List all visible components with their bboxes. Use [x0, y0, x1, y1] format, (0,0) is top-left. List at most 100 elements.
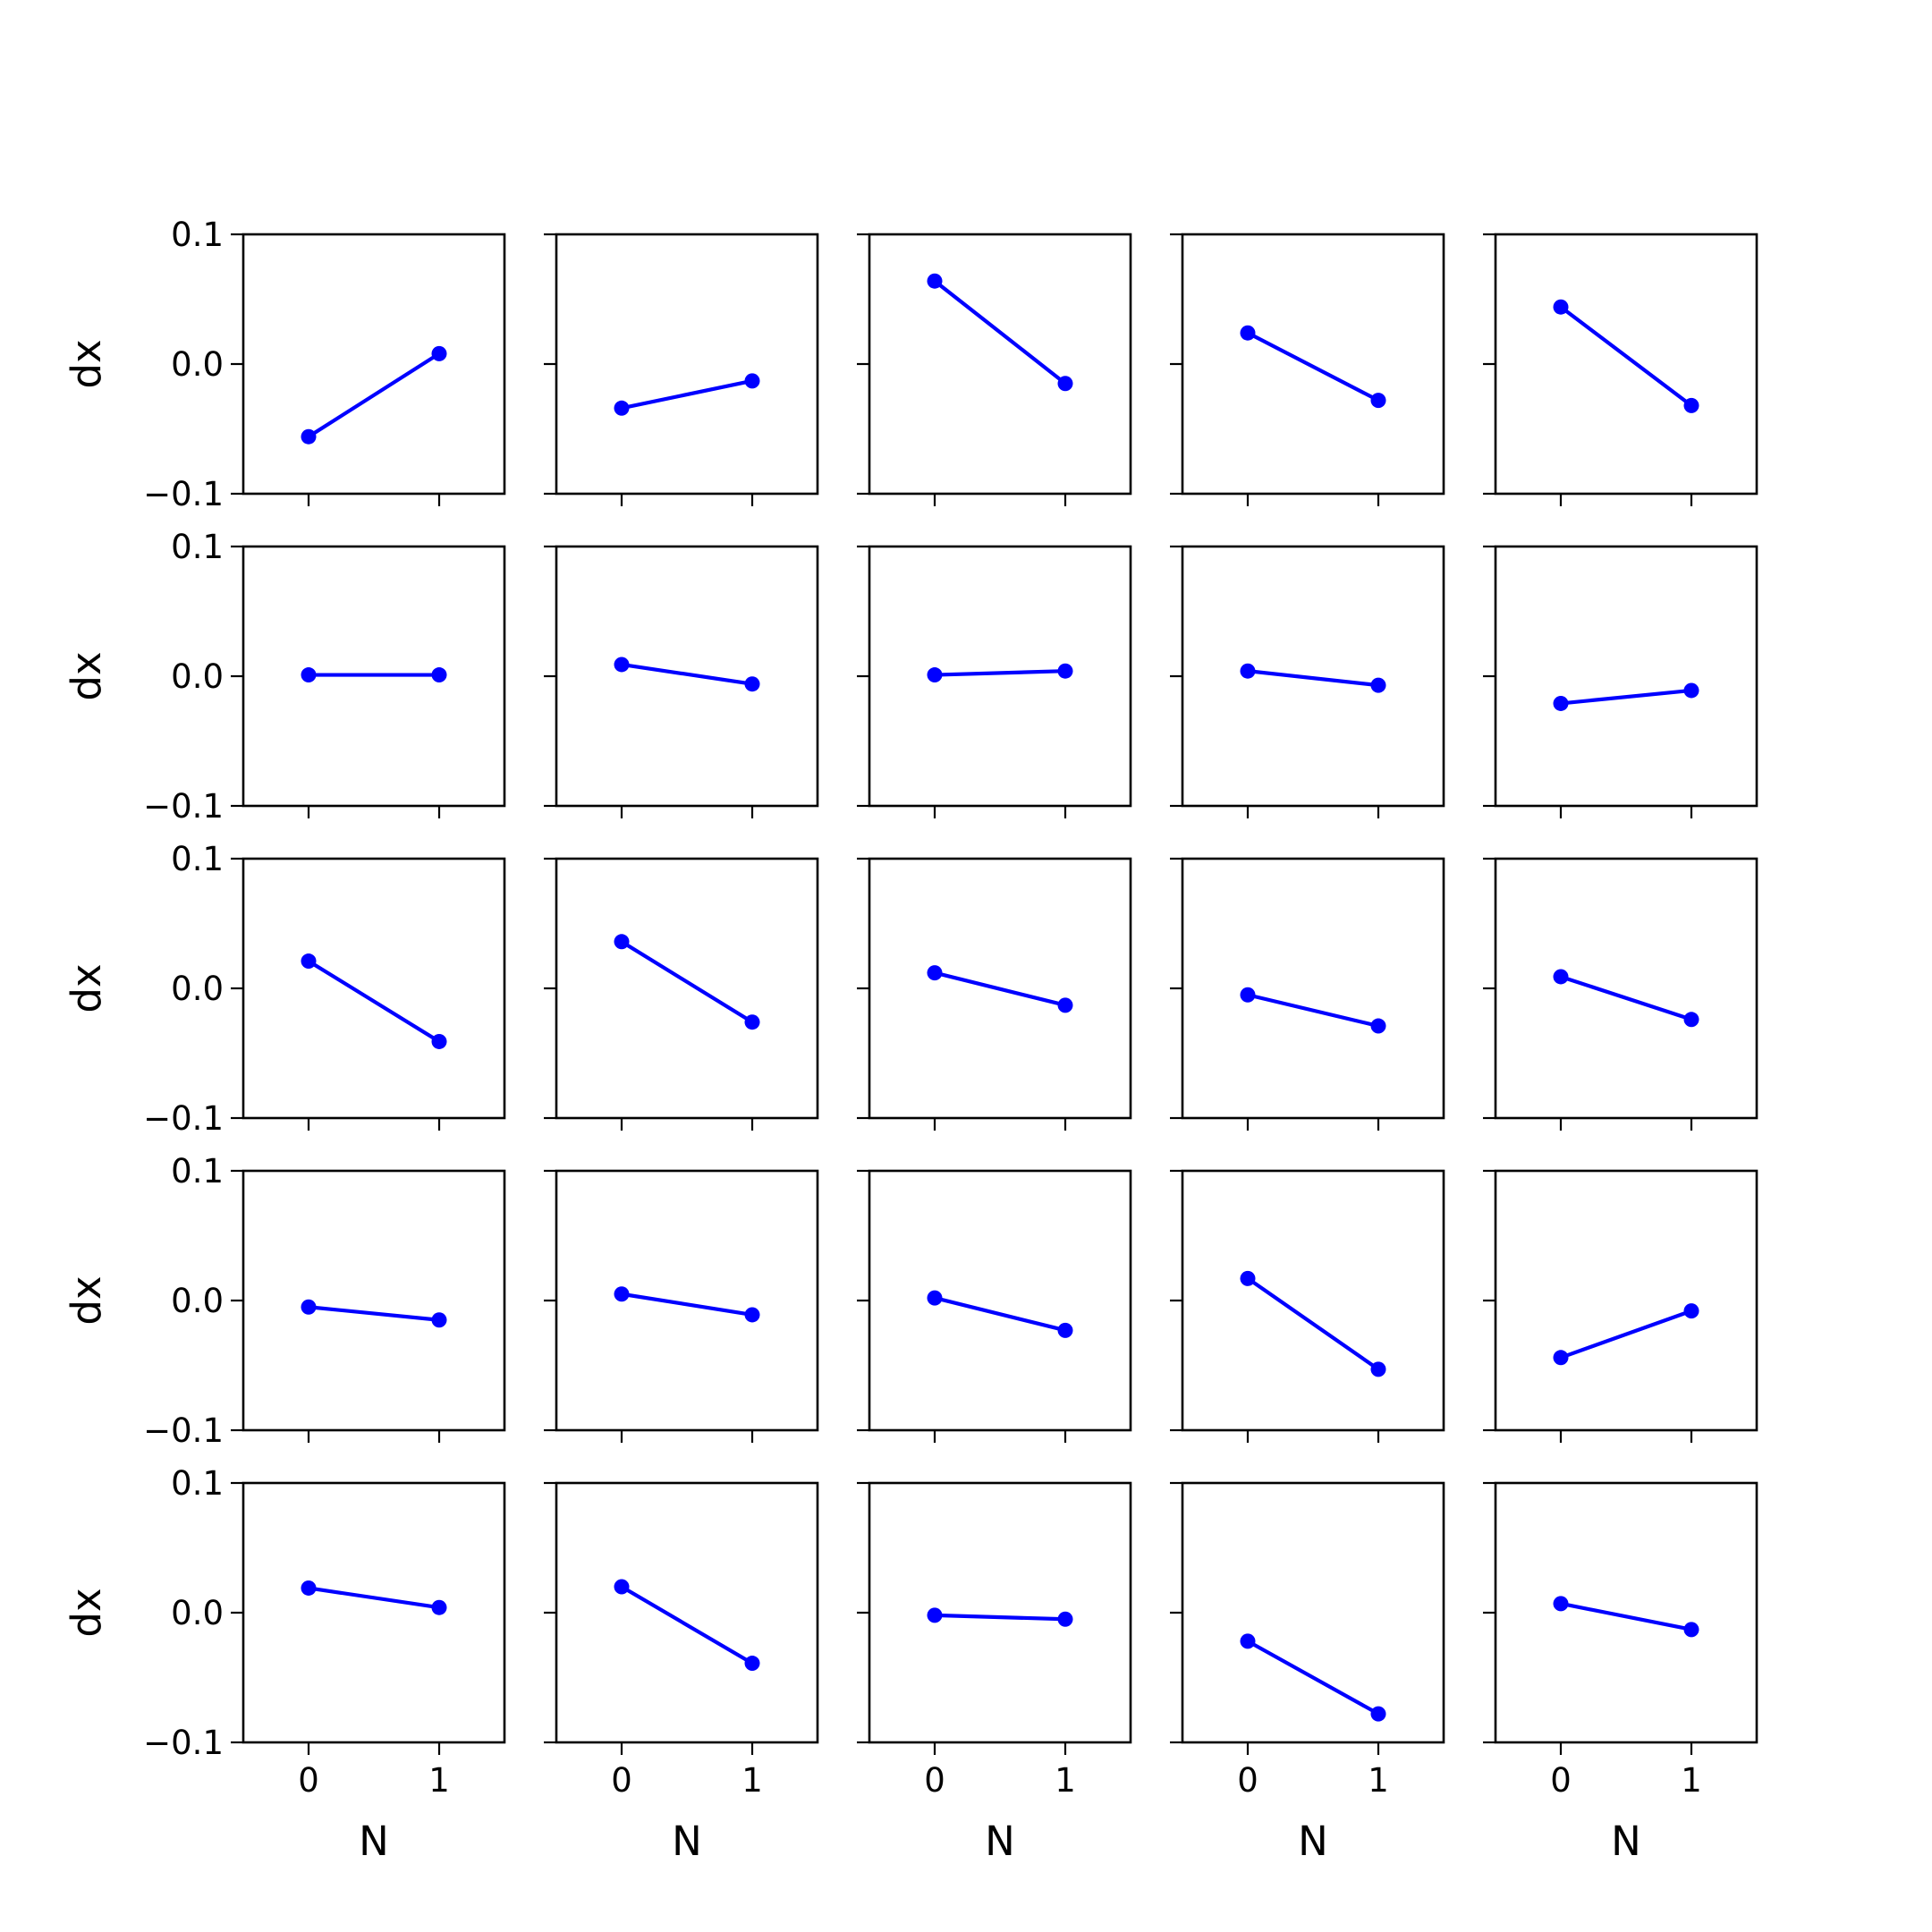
y-tick-label: 0.0 — [171, 1282, 224, 1320]
panel-r2-c2 — [544, 545, 819, 818]
x-axis-label: N — [359, 1818, 389, 1865]
y-tick-label: 0.1 — [171, 840, 224, 878]
panel-r5-c1: 0.1 0.0 −0.1 0 1 dx N — [63, 1464, 506, 1865]
y-axis-label: dx — [63, 1588, 110, 1637]
x-axis-label: N — [1298, 1818, 1328, 1865]
series-line — [933, 279, 1067, 386]
x-axis-label: N — [672, 1818, 702, 1865]
data-point — [1683, 682, 1699, 699]
y-axis-label: dx — [63, 339, 110, 388]
data-point — [1057, 997, 1073, 1013]
data-point — [1553, 1350, 1569, 1366]
x-tick-label: 0 — [611, 1761, 632, 1800]
panel-r2-c5 — [1483, 545, 1758, 818]
data-point — [431, 1312, 447, 1328]
data-point — [431, 1599, 447, 1615]
series-line — [621, 662, 753, 686]
panel-r1-c4 — [1170, 233, 1445, 506]
data-point — [1370, 393, 1386, 409]
series-line — [307, 352, 441, 438]
series-line — [1246, 1640, 1380, 1716]
data-point — [614, 657, 630, 673]
panel-r3-c4 — [1170, 857, 1445, 1131]
data-point — [614, 934, 630, 950]
panel-r3-c3 — [857, 857, 1132, 1131]
data-point — [744, 1307, 760, 1323]
data-point — [1370, 1018, 1386, 1034]
series-line — [620, 940, 754, 1024]
data-point — [927, 667, 943, 683]
y-tick-label: −0.1 — [143, 787, 224, 826]
data-point — [1683, 1622, 1699, 1638]
panel-r4-c4 — [1170, 1169, 1445, 1443]
series-line — [620, 1585, 754, 1665]
panel-r1-c1: 0.1 0.0 −0.1 dx — [63, 216, 506, 513]
x-axis-label: N — [985, 1818, 1015, 1865]
data-point — [1057, 1322, 1073, 1338]
data-point — [301, 1299, 317, 1315]
x-tick-label: 1 — [1368, 1761, 1389, 1800]
data-point — [1240, 663, 1256, 679]
series-line — [308, 1305, 440, 1322]
y-tick-label: 0.1 — [171, 216, 224, 254]
data-point — [1057, 663, 1073, 679]
series-line — [934, 1296, 1066, 1333]
x-tick-label: 1 — [1681, 1761, 1702, 1800]
series-line — [1559, 305, 1693, 408]
y-tick-label: 0.0 — [171, 1594, 224, 1632]
data-point — [301, 428, 317, 445]
panel-r3-c5 — [1483, 857, 1758, 1131]
data-point — [1240, 325, 1256, 341]
series-line — [1560, 688, 1692, 706]
data-point — [431, 667, 447, 683]
data-point — [1240, 1270, 1256, 1286]
x-tick-label: 0 — [924, 1761, 945, 1800]
series-line — [1560, 974, 1692, 1021]
series-line — [307, 959, 441, 1044]
panel-grid: 0.10.0−0.1dx0.10.0−0.1dx0.10.0−0.1dx0.10… — [63, 216, 1758, 1865]
data-point — [1057, 376, 1073, 392]
data-point — [1553, 299, 1569, 315]
panel-r5-c5: 0 1 N — [1483, 1481, 1758, 1865]
panel-r1-c3 — [857, 233, 1132, 506]
series-line — [308, 1586, 440, 1610]
series-line — [621, 378, 753, 411]
data-point — [744, 1014, 760, 1030]
y-tick-label: 0.0 — [171, 970, 224, 1008]
data-point — [614, 1579, 630, 1595]
panel-r4-c2 — [544, 1169, 819, 1443]
series-line — [1246, 1276, 1380, 1371]
data-point — [744, 676, 760, 692]
panel-r2-c3 — [857, 545, 1132, 818]
panel-r3-c1: 0.1 0.0 −0.1 dx — [63, 840, 506, 1138]
series-line — [621, 1292, 753, 1318]
series-line — [1560, 1309, 1692, 1360]
series-line — [1247, 993, 1379, 1029]
y-tick-label: −0.1 — [143, 1411, 224, 1450]
data-point — [1240, 1633, 1256, 1649]
data-point — [1683, 1303, 1699, 1319]
panel-r4-c3 — [857, 1169, 1132, 1443]
data-point — [1553, 969, 1569, 985]
data-point — [744, 373, 760, 389]
data-point — [744, 1656, 760, 1672]
panel-r1-c2 — [544, 233, 819, 506]
y-tick-label: −0.1 — [143, 1724, 224, 1762]
panel-r5-c3: 0 1 N — [857, 1481, 1132, 1865]
y-tick-label: 0.1 — [171, 1152, 224, 1191]
panel-r5-c4: 0 1 N — [1170, 1481, 1445, 1865]
x-tick-label: 0 — [1237, 1761, 1258, 1800]
data-point — [301, 953, 317, 970]
panel-r4-c1: 0.1 0.0 −0.1 dx — [63, 1152, 506, 1450]
series-line — [934, 669, 1066, 677]
x-axis-label: N — [1611, 1818, 1641, 1865]
panel-r4-c5 — [1483, 1169, 1758, 1443]
data-point — [927, 965, 943, 981]
data-point — [927, 1607, 943, 1623]
series-line — [1247, 331, 1379, 402]
data-point — [614, 1286, 630, 1302]
y-axis-label: dx — [63, 963, 110, 1013]
panel-r1-c5 — [1483, 233, 1758, 506]
y-tick-label: −0.1 — [143, 475, 224, 513]
